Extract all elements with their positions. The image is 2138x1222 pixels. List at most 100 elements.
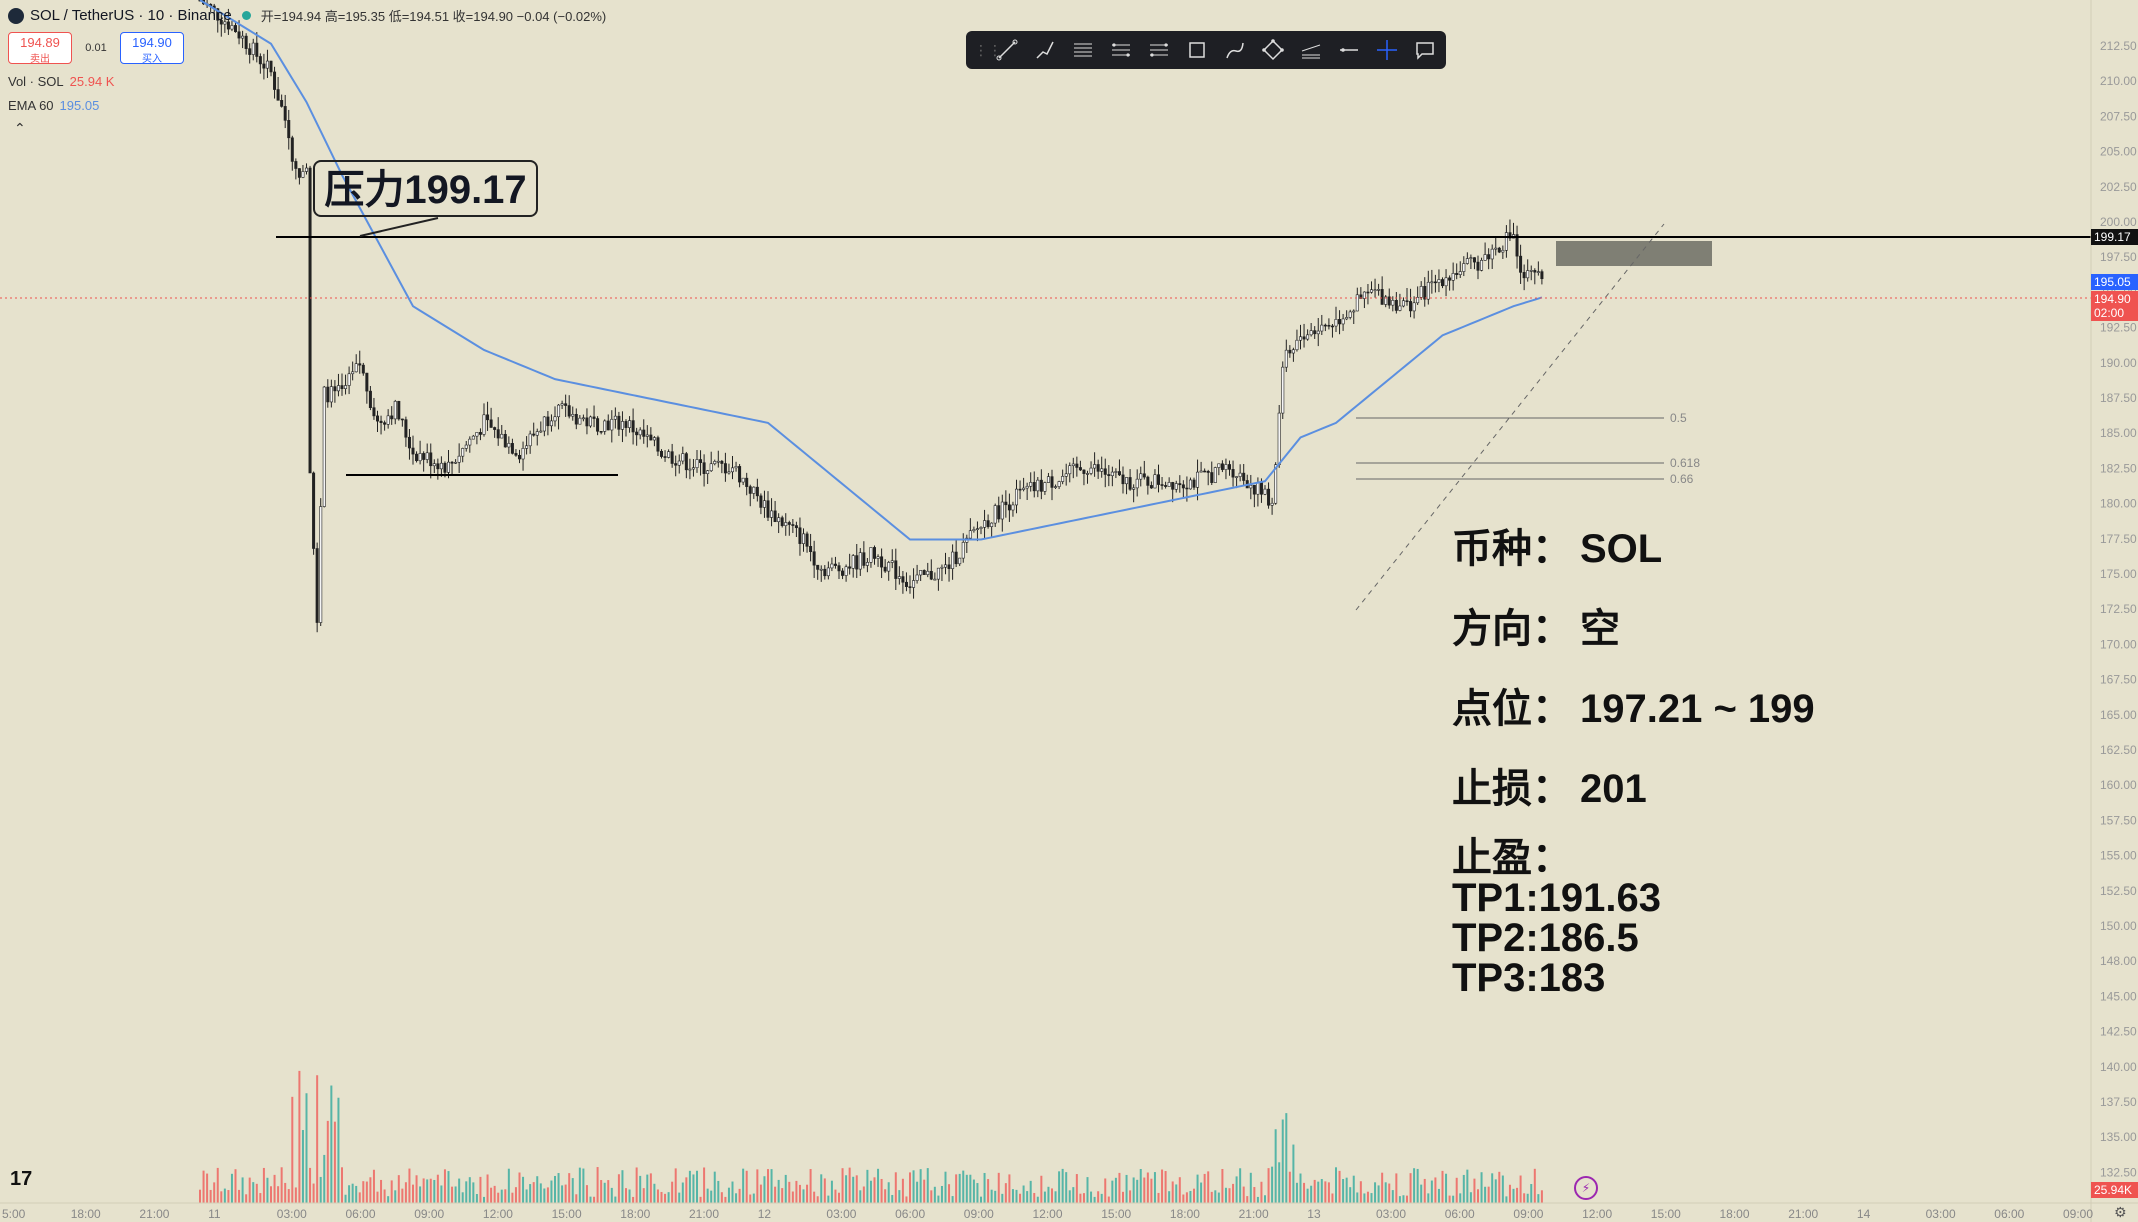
volume-bar bbox=[1381, 1172, 1384, 1203]
candle-body bbox=[936, 567, 940, 580]
volume-bar bbox=[1086, 1177, 1089, 1203]
candle-body bbox=[684, 453, 688, 471]
candle-body bbox=[1192, 479, 1196, 488]
volume-bar bbox=[735, 1193, 738, 1203]
candle-body bbox=[450, 461, 454, 464]
lightning-icon[interactable]: ⚡ bbox=[1574, 1176, 1598, 1200]
volume-bar bbox=[1185, 1192, 1188, 1203]
price-tick-label: 137.50 bbox=[2100, 1095, 2137, 1109]
buy-button[interactable]: 194.90 买入 bbox=[120, 32, 184, 65]
comment-icon[interactable] bbox=[1406, 31, 1444, 69]
parallel-channel-icon[interactable] bbox=[1102, 31, 1140, 69]
time-tick-label: 09:00 bbox=[414, 1207, 444, 1221]
candle-body bbox=[553, 416, 557, 422]
candle-body bbox=[354, 363, 358, 373]
rectangle-icon[interactable] bbox=[1178, 31, 1216, 69]
candle-body bbox=[1409, 301, 1413, 312]
volume-bar bbox=[1153, 1172, 1156, 1203]
ema-indicator[interactable]: EMA 60 195.05 bbox=[8, 98, 99, 113]
candle-body bbox=[223, 21, 227, 25]
volume-bar bbox=[1082, 1193, 1085, 1203]
plan-direction-value: 空 bbox=[1580, 607, 1620, 651]
candle-body bbox=[1142, 473, 1146, 478]
plan-tp1: TP1:191.63 bbox=[1452, 876, 1662, 920]
pattern-icon[interactable] bbox=[1254, 31, 1292, 69]
candle-body bbox=[1448, 277, 1452, 281]
horizontal-ray-icon[interactable] bbox=[1330, 31, 1368, 69]
volume-bar bbox=[674, 1168, 677, 1203]
symbol-title[interactable]: SOL / TetherUS · 10 · Binance bbox=[30, 7, 232, 24]
volume-bar bbox=[213, 1182, 216, 1203]
candle-body bbox=[1370, 289, 1374, 293]
volume-bar bbox=[323, 1154, 326, 1203]
time-tick-label: 03:00 bbox=[1926, 1207, 1956, 1221]
tradingview-logo-icon[interactable]: 17 bbox=[10, 1168, 33, 1190]
volume-bar bbox=[248, 1177, 251, 1203]
candle-body bbox=[890, 560, 894, 563]
volume-bar bbox=[727, 1187, 730, 1203]
price-tick-label: 155.00 bbox=[2100, 849, 2137, 863]
time-tick-label: 03:00 bbox=[1376, 1207, 1406, 1221]
volume-bar bbox=[1530, 1184, 1533, 1203]
volume-bar bbox=[1370, 1193, 1373, 1203]
price-tick-label: 180.00 bbox=[2100, 497, 2137, 511]
volume-bar bbox=[862, 1186, 865, 1203]
volume-indicator[interactable]: Vol · SOL 25.94 K bbox=[8, 74, 114, 89]
volume-bar bbox=[1079, 1193, 1082, 1203]
volume-bar bbox=[1122, 1191, 1124, 1203]
fib-retracement-icon[interactable] bbox=[1140, 31, 1178, 69]
candle-body bbox=[464, 444, 468, 449]
volume-bar bbox=[1406, 1195, 1408, 1203]
candle-body bbox=[993, 505, 997, 524]
gear-icon[interactable]: ⚙ bbox=[2114, 1204, 2127, 1220]
volume-bar bbox=[1317, 1181, 1320, 1203]
volume-bar bbox=[1164, 1171, 1167, 1203]
volume-bar bbox=[1537, 1194, 1540, 1203]
volume-bar bbox=[696, 1170, 698, 1203]
volume-bar bbox=[550, 1180, 553, 1203]
candle-body bbox=[308, 167, 312, 474]
candle-body bbox=[837, 565, 841, 572]
candle-body bbox=[677, 460, 681, 466]
candle-body bbox=[478, 432, 482, 435]
volume-bar bbox=[1455, 1177, 1458, 1203]
volume-bar bbox=[1359, 1181, 1362, 1203]
volume-bar bbox=[944, 1171, 947, 1203]
candle-body bbox=[1540, 271, 1544, 280]
volume-bar bbox=[415, 1175, 418, 1203]
candle-body bbox=[1093, 464, 1097, 469]
volume-bar bbox=[688, 1170, 691, 1203]
brush-icon[interactable] bbox=[1216, 31, 1254, 69]
trend-line-icon[interactable] bbox=[988, 31, 1026, 69]
volume-bar bbox=[699, 1196, 702, 1203]
regression-icon[interactable] bbox=[1292, 31, 1330, 69]
candle-body bbox=[1299, 336, 1303, 341]
volume-bar bbox=[724, 1196, 727, 1203]
time-tick-label: 15:00 bbox=[1101, 1207, 1131, 1221]
volume-bar bbox=[628, 1189, 631, 1203]
crosshair-icon[interactable] bbox=[1368, 31, 1406, 69]
volume-bar bbox=[522, 1176, 525, 1203]
volume-bar bbox=[901, 1178, 904, 1203]
candle-body bbox=[1373, 289, 1377, 292]
volume-bar bbox=[223, 1188, 226, 1203]
volume-bar bbox=[1434, 1177, 1437, 1203]
volume-bar bbox=[1441, 1170, 1444, 1203]
candle-body bbox=[1228, 464, 1232, 470]
drag-handle-icon[interactable]: ⋮⋮ bbox=[974, 41, 1002, 58]
volume-bar bbox=[1210, 1191, 1213, 1203]
collapse-chevron-icon[interactable]: ⌃ bbox=[14, 120, 26, 136]
candle-body bbox=[702, 462, 706, 474]
horizontal-lines-icon[interactable] bbox=[1064, 31, 1102, 69]
candle-body bbox=[1476, 261, 1480, 271]
sell-button[interactable]: 194.89 卖出 bbox=[8, 32, 72, 65]
resistance-annotation[interactable]: 压力199.17 bbox=[313, 160, 538, 217]
volume-bar bbox=[784, 1174, 787, 1203]
candle-body bbox=[528, 433, 532, 447]
volume-bar bbox=[1104, 1178, 1107, 1203]
candle-body bbox=[1504, 232, 1508, 251]
volume-bar bbox=[1331, 1193, 1334, 1203]
ray-icon[interactable] bbox=[1026, 31, 1064, 69]
volume-bar bbox=[539, 1183, 542, 1203]
